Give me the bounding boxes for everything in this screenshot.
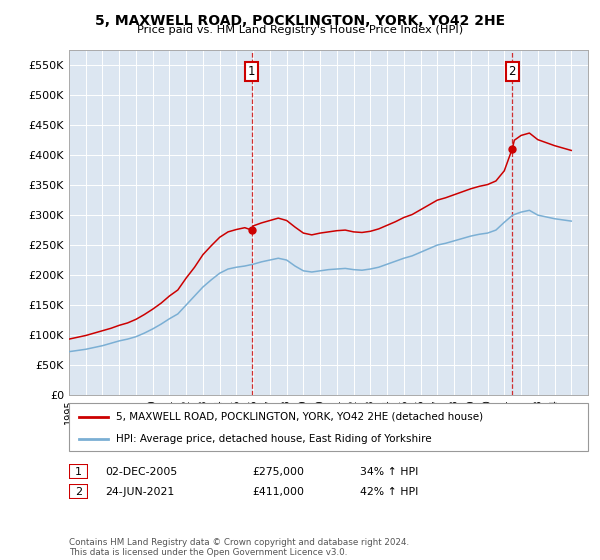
Text: 1: 1 <box>75 466 82 477</box>
Text: HPI: Average price, detached house, East Riding of Yorkshire: HPI: Average price, detached house, East… <box>116 434 431 444</box>
Text: 24-JUN-2021: 24-JUN-2021 <box>105 487 174 497</box>
Text: 5, MAXWELL ROAD, POCKLINGTON, YORK, YO42 2HE: 5, MAXWELL ROAD, POCKLINGTON, YORK, YO42… <box>95 14 505 28</box>
Text: 02-DEC-2005: 02-DEC-2005 <box>105 466 177 477</box>
Text: 42% ↑ HPI: 42% ↑ HPI <box>360 487 418 497</box>
Text: 34% ↑ HPI: 34% ↑ HPI <box>360 466 418 477</box>
FancyBboxPatch shape <box>69 484 88 499</box>
Text: 1: 1 <box>248 64 256 78</box>
Text: £411,000: £411,000 <box>252 487 304 497</box>
Text: Contains HM Land Registry data © Crown copyright and database right 2024.
This d: Contains HM Land Registry data © Crown c… <box>69 538 409 557</box>
Text: Price paid vs. HM Land Registry's House Price Index (HPI): Price paid vs. HM Land Registry's House … <box>137 25 463 35</box>
Text: 2: 2 <box>75 487 82 497</box>
Text: 2: 2 <box>509 64 516 78</box>
Text: 5, MAXWELL ROAD, POCKLINGTON, YORK, YO42 2HE (detached house): 5, MAXWELL ROAD, POCKLINGTON, YORK, YO42… <box>116 412 483 422</box>
FancyBboxPatch shape <box>69 403 588 451</box>
Text: £275,000: £275,000 <box>252 466 304 477</box>
FancyBboxPatch shape <box>69 464 88 479</box>
